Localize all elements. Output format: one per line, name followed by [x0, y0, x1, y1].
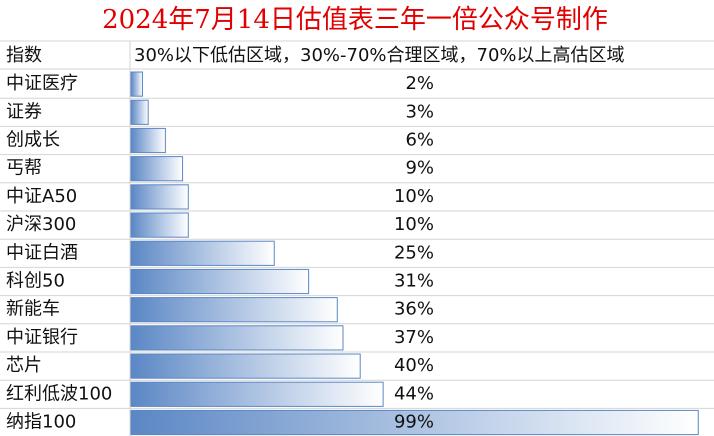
- column-header: 指数: [6, 45, 42, 66]
- value-label: 10%: [394, 186, 434, 207]
- bar: [130, 156, 184, 182]
- value-label: 25%: [394, 242, 434, 263]
- category-label: 创成长: [6, 130, 60, 151]
- bar: [130, 127, 166, 154]
- category-label: 证券: [6, 101, 42, 122]
- bar: [130, 381, 384, 407]
- value-label: 40%: [394, 355, 434, 376]
- category-label: 芯片: [6, 355, 42, 376]
- value-label: 10%: [394, 214, 434, 235]
- value-label: 6%: [405, 130, 434, 151]
- value-label: 99%: [394, 412, 434, 433]
- bar: [130, 212, 189, 238]
- bar: [130, 353, 361, 379]
- value-label: 44%: [394, 383, 434, 404]
- category-label: 新能车: [6, 299, 60, 320]
- category-label: 科创50: [6, 271, 65, 292]
- value-label: 31%: [394, 271, 434, 292]
- category-label: 丐帮: [6, 158, 42, 179]
- subtitle: 30%以下低估区域，30%-70%合理区域，70%以上高估区域: [134, 45, 625, 66]
- value-label: 3%: [405, 101, 434, 122]
- chart-title: 2024年7月14日估值表三年一倍公众号制作: [102, 5, 608, 35]
- category-label: 沪深300: [6, 214, 76, 235]
- bar: [130, 71, 143, 97]
- bar: [130, 268, 310, 295]
- category-label: 中证银行: [6, 327, 78, 348]
- bar: [130, 297, 338, 323]
- bar: [130, 325, 344, 351]
- category-label: 红利低波100: [6, 383, 112, 404]
- bar: [130, 184, 189, 210]
- category-label: 中证医疗: [6, 73, 78, 94]
- value-label: 9%: [405, 158, 434, 179]
- category-label: 中证白酒: [6, 242, 78, 263]
- value-label: 36%: [394, 299, 434, 320]
- value-label: 2%: [405, 73, 434, 94]
- category-label: 纳指100: [6, 412, 76, 433]
- category-label: 中证A50: [6, 186, 77, 207]
- bar: [130, 409, 699, 436]
- bar: [130, 240, 275, 266]
- value-label: 37%: [394, 327, 434, 348]
- bar: [130, 99, 149, 125]
